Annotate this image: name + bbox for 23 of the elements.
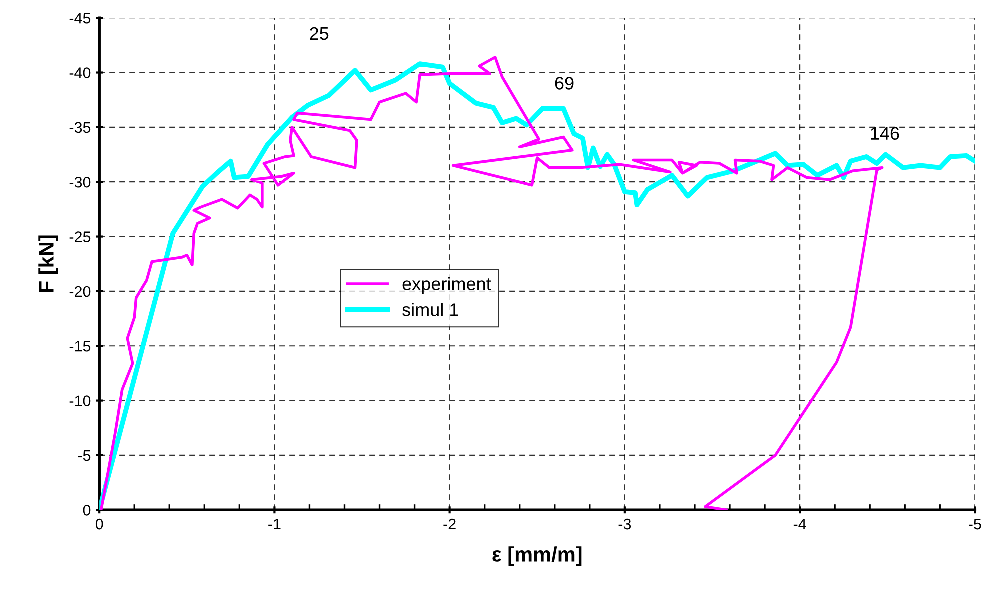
x-tick-label: -1	[268, 519, 281, 530]
x-axis-title: ε [mm/m]	[492, 546, 582, 566]
y-tick-label: -35	[70, 122, 91, 134]
legend-label: experiment	[402, 277, 492, 294]
y-tick-label: -25	[70, 232, 91, 242]
y-tick-label: -40	[70, 68, 91, 78]
annotation: 25	[310, 27, 329, 40]
annotation: 146	[871, 127, 900, 140]
y-tick-label: -15	[70, 341, 91, 352]
x-tick-label: -3	[618, 518, 632, 530]
y-tick-label: -5	[78, 450, 91, 462]
y-tick-label: -45	[70, 13, 91, 24]
x-tick-label: -2	[444, 518, 456, 530]
y-tick-label: -10	[70, 396, 91, 406]
legend-label: simul 1	[402, 303, 458, 316]
y-tick-label: 0	[83, 505, 91, 516]
y-tick-label: -30	[70, 176, 91, 188]
annotation: 69	[555, 77, 574, 90]
x-tick-label: 0	[96, 518, 104, 530]
y-axis-title: F [kN]	[38, 236, 58, 292]
x-tick-label: -5	[969, 519, 982, 530]
x-tick-label: -4	[794, 519, 806, 530]
y-tick-label: -20	[70, 286, 91, 298]
